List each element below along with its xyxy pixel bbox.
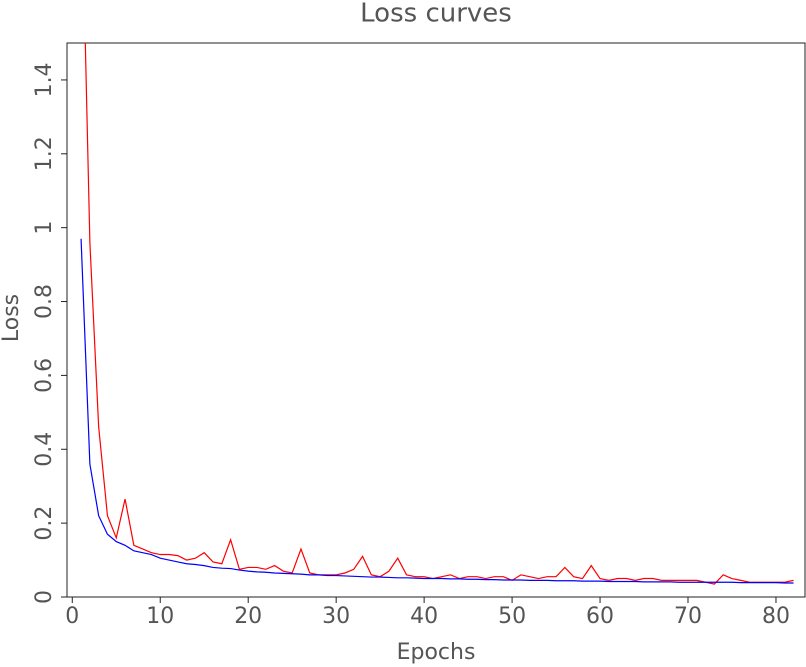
loss-line — [80, 238, 794, 584]
x-tick-label: 20 — [234, 604, 262, 629]
plot-area — [80, 43, 794, 585]
y-tick-label: 0 — [32, 590, 57, 604]
y-tick-label: 1.2 — [32, 136, 57, 171]
y-axis-label: Loss — [0, 294, 24, 342]
x-tick-label: 10 — [146, 604, 174, 629]
x-tick-label: 0 — [65, 604, 79, 629]
y-tick-label: 0.6 — [32, 358, 57, 393]
x-tick-label: 50 — [498, 604, 526, 629]
chart-title: Loss curves — [360, 0, 512, 29]
y-tick-label: 0.2 — [32, 506, 57, 541]
x-axis-label: Epochs — [397, 640, 476, 665]
x-tick-label: 80 — [762, 604, 790, 629]
x-tick-label: 30 — [322, 604, 350, 629]
x-tick-label: 70 — [674, 604, 702, 629]
y-tick-label: 1 — [32, 221, 57, 235]
plot-frame — [66, 42, 806, 598]
y-tick-label: 1.4 — [32, 62, 57, 97]
x-tick-label: 60 — [586, 604, 614, 629]
x-tick-label: 40 — [410, 604, 438, 629]
y-tick-label: 0.8 — [32, 284, 57, 319]
loss-line — [84, 43, 794, 585]
y-tick-label: 0.4 — [32, 432, 57, 467]
